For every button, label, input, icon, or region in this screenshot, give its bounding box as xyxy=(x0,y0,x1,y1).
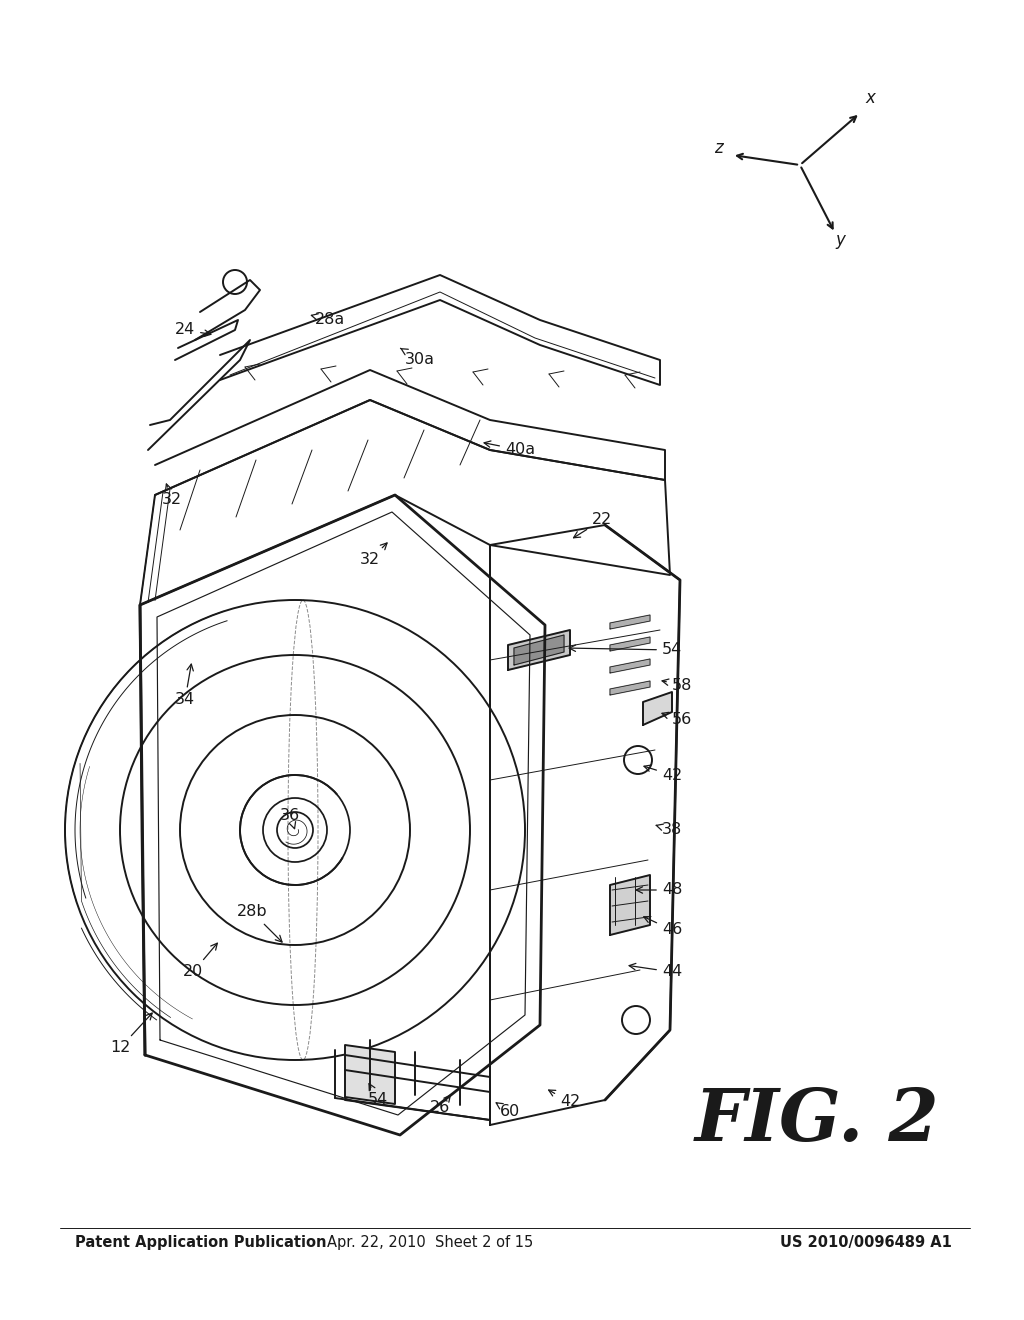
Circle shape xyxy=(622,1006,650,1034)
Text: 28b: 28b xyxy=(237,904,282,942)
Text: 58: 58 xyxy=(663,677,692,693)
Circle shape xyxy=(223,271,247,294)
Polygon shape xyxy=(514,635,564,665)
Text: 54: 54 xyxy=(569,643,682,657)
Text: 40a: 40a xyxy=(484,441,536,458)
Text: 28a: 28a xyxy=(311,313,345,327)
Text: 32: 32 xyxy=(360,543,387,568)
Text: 46: 46 xyxy=(644,916,682,937)
Polygon shape xyxy=(610,875,650,935)
Polygon shape xyxy=(643,692,672,725)
Text: Apr. 22, 2010  Sheet 2 of 15: Apr. 22, 2010 Sheet 2 of 15 xyxy=(327,1234,534,1250)
Circle shape xyxy=(624,746,652,774)
Text: 24: 24 xyxy=(175,322,211,338)
Text: 42: 42 xyxy=(644,766,682,783)
Text: 42: 42 xyxy=(549,1090,581,1110)
Text: 34: 34 xyxy=(175,664,195,708)
Text: 22: 22 xyxy=(573,512,612,537)
Text: 44: 44 xyxy=(629,964,682,979)
Text: 60: 60 xyxy=(497,1102,520,1119)
Polygon shape xyxy=(345,1045,395,1104)
Text: y: y xyxy=(835,231,845,249)
Text: 20: 20 xyxy=(183,944,217,979)
Text: z: z xyxy=(714,139,722,157)
Polygon shape xyxy=(610,659,650,673)
Text: 32: 32 xyxy=(162,484,182,507)
Text: 48: 48 xyxy=(636,883,682,898)
Text: FIG. 2: FIG. 2 xyxy=(695,1085,940,1155)
Text: 36: 36 xyxy=(280,808,300,829)
Text: 56: 56 xyxy=(662,713,692,727)
Polygon shape xyxy=(610,638,650,651)
Polygon shape xyxy=(610,681,650,696)
Text: x: x xyxy=(865,88,874,107)
Text: US 2010/0096489 A1: US 2010/0096489 A1 xyxy=(780,1234,952,1250)
Text: 54: 54 xyxy=(368,1084,388,1107)
Text: Patent Application Publication: Patent Application Publication xyxy=(75,1234,327,1250)
Polygon shape xyxy=(610,615,650,630)
Text: 12: 12 xyxy=(110,1012,153,1056)
Polygon shape xyxy=(508,630,570,671)
Text: 38: 38 xyxy=(656,822,682,837)
Text: 26: 26 xyxy=(430,1096,451,1115)
Text: 30a: 30a xyxy=(400,348,435,367)
